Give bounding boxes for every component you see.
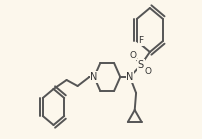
Text: S: S [138, 60, 144, 70]
Text: O: O [130, 50, 137, 59]
Text: N: N [126, 72, 134, 82]
Text: O: O [145, 68, 152, 76]
Text: N: N [90, 72, 98, 82]
Text: F: F [138, 37, 143, 45]
